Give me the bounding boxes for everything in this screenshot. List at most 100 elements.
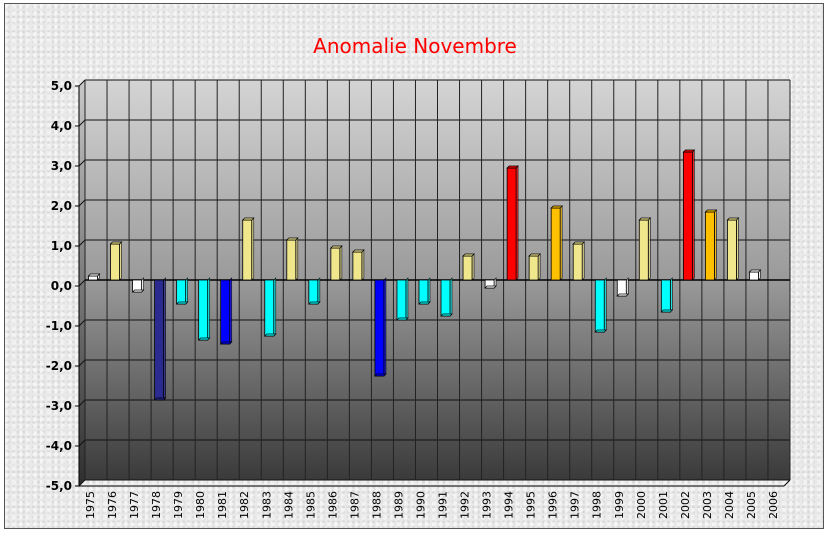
x-tick-label: 1976 bbox=[106, 491, 119, 519]
x-tick-label: 2001 bbox=[657, 491, 670, 519]
bar bbox=[242, 219, 253, 281]
x-tick-label: 2005 bbox=[745, 491, 758, 519]
y-tick-label: -1,0 bbox=[46, 319, 72, 333]
bar-cap bbox=[109, 241, 123, 245]
y-tick-label: 3,0 bbox=[51, 159, 72, 173]
bar-cap bbox=[418, 301, 431, 305]
bar bbox=[638, 219, 649, 281]
chart-title: Anomalie Novembre bbox=[313, 34, 517, 58]
bar-cap bbox=[462, 253, 475, 257]
bar bbox=[154, 279, 165, 401]
x-tick-label: 1979 bbox=[172, 491, 185, 519]
bar-cap bbox=[374, 373, 387, 377]
x-tick-label: 1982 bbox=[238, 491, 251, 519]
x-tick-label: 1992 bbox=[459, 491, 472, 519]
bar bbox=[88, 275, 98, 281]
bar bbox=[110, 243, 120, 281]
x-tick-label: 1986 bbox=[326, 491, 339, 519]
bar bbox=[660, 279, 671, 313]
y-tick-label: -3,0 bbox=[46, 399, 72, 413]
bar bbox=[374, 279, 385, 377]
x-axis-depth bbox=[783, 479, 791, 487]
bar bbox=[506, 167, 517, 281]
bar-cap bbox=[528, 253, 541, 257]
bar bbox=[594, 279, 605, 333]
bar-cap bbox=[682, 149, 696, 153]
x-tick-label: 1998 bbox=[591, 491, 604, 519]
x-tick-label: 1995 bbox=[525, 491, 538, 519]
y-tick-label: -4,0 bbox=[46, 439, 72, 453]
bar bbox=[352, 251, 363, 281]
x-tick-label: 2002 bbox=[679, 491, 692, 519]
bar-cap bbox=[263, 333, 277, 337]
x-tick-label: 1990 bbox=[414, 491, 427, 519]
x-tick-label: 2000 bbox=[635, 491, 648, 519]
gridline-depth bbox=[78, 479, 86, 487]
bar bbox=[528, 255, 539, 281]
bar-cap bbox=[594, 329, 608, 333]
gridline-depth bbox=[78, 79, 86, 87]
x-tick-label: 1985 bbox=[304, 491, 317, 519]
x-tick-label: 1996 bbox=[547, 491, 560, 519]
bar-cap bbox=[307, 301, 321, 305]
bar-cap bbox=[87, 273, 101, 277]
x-tick-label: 1989 bbox=[392, 491, 405, 519]
plot-area: 5,0 4,0 3,0 2,0 1,0 0,0 -1,0 -2,0 -3,0 -4,0 -5,0 19… bbox=[46, 79, 791, 519]
y-tick-label: -2,0 bbox=[46, 359, 72, 373]
gridline-depth bbox=[78, 399, 86, 407]
bar bbox=[704, 211, 715, 281]
bar bbox=[550, 207, 561, 281]
x-tick-label: 1981 bbox=[216, 491, 229, 519]
bar bbox=[308, 279, 319, 305]
x-tick-label: 1980 bbox=[194, 491, 207, 519]
x-tick-label: 1994 bbox=[503, 491, 516, 519]
bar bbox=[330, 247, 341, 281]
x-tick-label: 1997 bbox=[569, 491, 582, 519]
bar bbox=[286, 239, 297, 281]
gridline-depth bbox=[78, 279, 86, 287]
bar bbox=[396, 279, 407, 321]
gridline-depth bbox=[78, 159, 86, 167]
bar-cap bbox=[175, 301, 189, 305]
gridline-depth bbox=[78, 359, 86, 367]
gridline-depth bbox=[78, 439, 86, 447]
bar-cap bbox=[704, 209, 718, 213]
x-tick-label: 1999 bbox=[613, 491, 626, 519]
bar-cap bbox=[352, 249, 365, 253]
gridline-depth bbox=[78, 319, 86, 327]
bar-cap bbox=[241, 217, 255, 221]
bar-cap bbox=[131, 289, 145, 293]
bar bbox=[616, 279, 627, 297]
bar bbox=[682, 151, 693, 281]
y-tick-label: 5,0 bbox=[51, 79, 72, 93]
bar-cap bbox=[616, 293, 630, 297]
bar bbox=[727, 219, 737, 281]
x-tick-label: 1991 bbox=[437, 491, 450, 519]
x-tick-label: 2003 bbox=[701, 491, 714, 519]
x-tick-label: 1987 bbox=[348, 491, 361, 519]
y-tick-label: 2,0 bbox=[51, 199, 72, 213]
x-tick-label: 1993 bbox=[481, 491, 494, 519]
x-tick-label: 1988 bbox=[370, 491, 383, 519]
x-tick-label: 1984 bbox=[282, 491, 295, 519]
bar bbox=[749, 271, 759, 281]
bar-cap bbox=[219, 341, 233, 345]
bar bbox=[176, 279, 187, 305]
bar bbox=[440, 279, 451, 317]
bar bbox=[198, 279, 209, 341]
y-tick-label: 4,0 bbox=[51, 119, 72, 133]
bar bbox=[418, 279, 429, 305]
x-tick-label: 1978 bbox=[150, 491, 163, 519]
y-tick-label: 0,0 bbox=[51, 279, 72, 293]
bar-cap bbox=[396, 317, 409, 321]
bar-cap bbox=[285, 237, 299, 241]
bar bbox=[572, 243, 583, 281]
x-tick-label: 1977 bbox=[128, 491, 141, 519]
bar-cap bbox=[726, 217, 740, 221]
bar-cap bbox=[153, 397, 167, 401]
bar bbox=[220, 279, 231, 345]
x-tick-label: 2004 bbox=[723, 491, 736, 519]
bar-cap bbox=[660, 309, 674, 313]
gridline-depth bbox=[78, 199, 86, 207]
